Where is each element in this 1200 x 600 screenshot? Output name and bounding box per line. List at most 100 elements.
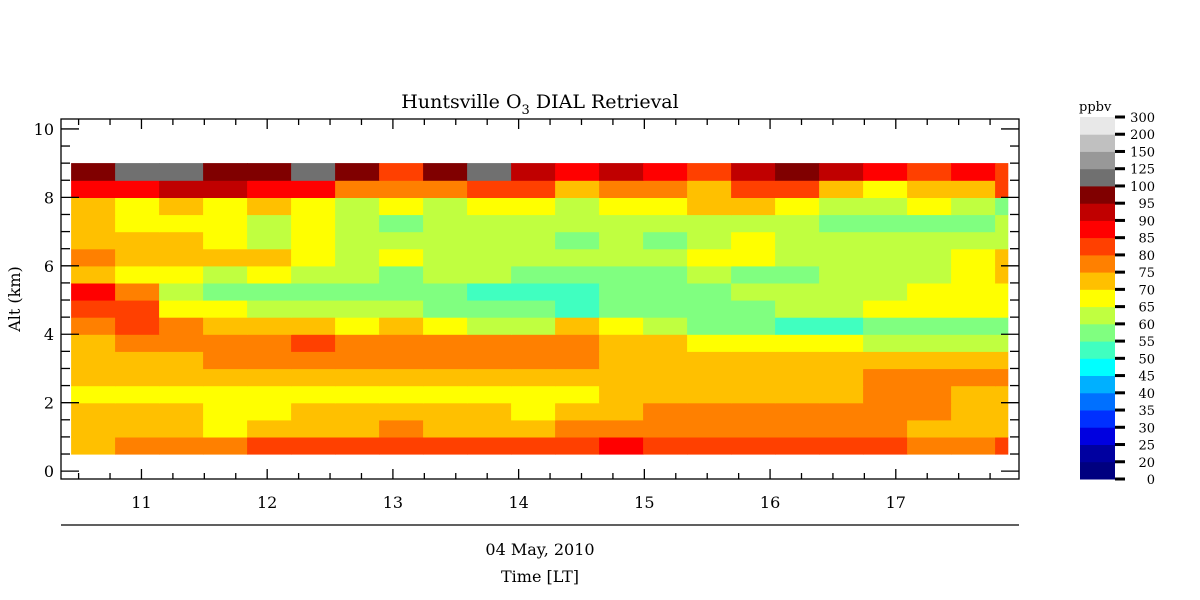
heatmap-cell bbox=[951, 180, 996, 198]
heatmap-cell bbox=[907, 197, 952, 216]
colorbar-label: 65 bbox=[1138, 301, 1155, 316]
heatmap-cell bbox=[599, 248, 644, 267]
heatmap-cell bbox=[71, 180, 116, 198]
colorbar-label: 200 bbox=[1130, 128, 1155, 143]
heatmap-cell bbox=[775, 197, 820, 216]
heatmap-cell bbox=[115, 385, 160, 404]
heatmap-cell bbox=[555, 282, 600, 301]
colorbar-label: 35 bbox=[1138, 404, 1155, 419]
heatmap-cell bbox=[819, 402, 864, 421]
colorbar-label: 150 bbox=[1130, 145, 1155, 160]
heatmap-cell bbox=[71, 197, 116, 216]
heatmap-cell bbox=[291, 163, 336, 181]
heatmap-cell bbox=[159, 419, 204, 438]
heatmap-cell bbox=[511, 231, 556, 250]
colorbar-swatch bbox=[1080, 203, 1115, 221]
heatmap-cell bbox=[335, 163, 380, 181]
heatmap-cell bbox=[71, 163, 116, 181]
heatmap-cell bbox=[555, 265, 600, 284]
heatmap-cell bbox=[335, 402, 380, 421]
heatmap-cell bbox=[643, 385, 688, 404]
colorbar-label: 40 bbox=[1138, 387, 1155, 402]
heatmap-cell bbox=[71, 214, 116, 233]
heatmap-cell bbox=[335, 385, 380, 404]
heatmap-cell bbox=[687, 214, 732, 233]
colorbar-swatch bbox=[1080, 168, 1115, 187]
heatmap-cell bbox=[907, 180, 952, 198]
heatmap-cell bbox=[863, 214, 908, 233]
heatmap-cell bbox=[71, 351, 116, 370]
heatmap-cell bbox=[71, 231, 116, 250]
heatmap-cell bbox=[643, 419, 688, 438]
colorbar-label: 125 bbox=[1130, 163, 1155, 178]
heatmap-cell bbox=[731, 300, 776, 318]
heatmap-cell bbox=[907, 265, 952, 284]
heatmap-cell bbox=[379, 368, 424, 387]
heatmap-cell bbox=[467, 180, 512, 198]
heatmap-cell bbox=[907, 385, 952, 404]
colorbar-swatch bbox=[1080, 186, 1115, 204]
heatmap-cell bbox=[71, 385, 116, 404]
heatmap-cell bbox=[379, 436, 424, 455]
heatmap-cell bbox=[907, 248, 952, 267]
plot-frame bbox=[60, 118, 1020, 480]
heatmap-cell bbox=[819, 282, 864, 301]
heatmap-cell bbox=[379, 317, 424, 335]
heatmap-cell bbox=[379, 385, 424, 404]
heatmap-cell bbox=[159, 317, 204, 335]
heatmap-cell bbox=[379, 180, 424, 198]
x-tick-label: 17 bbox=[886, 493, 906, 512]
heatmap-cell bbox=[291, 248, 336, 267]
heatmap-cell bbox=[159, 368, 204, 387]
heatmap-cell bbox=[423, 282, 468, 301]
heatmap-cell bbox=[159, 385, 204, 404]
heatmap-cell bbox=[907, 402, 952, 421]
heatmap-cell bbox=[687, 317, 732, 335]
colorbar-label: 80 bbox=[1138, 249, 1155, 264]
heatmap-cell bbox=[731, 265, 776, 284]
heatmap-cell bbox=[863, 436, 908, 455]
heatmap-cell bbox=[511, 197, 556, 216]
heatmap-cell bbox=[247, 368, 292, 387]
heatmap-cell bbox=[511, 300, 556, 318]
heatmap-cell bbox=[907, 282, 952, 301]
heatmap-cell bbox=[335, 334, 380, 352]
heatmap-cell bbox=[291, 334, 336, 352]
heatmap-cell bbox=[159, 214, 204, 233]
heatmap-cell bbox=[731, 231, 776, 250]
heatmap-cell bbox=[863, 385, 908, 404]
heatmap-cell bbox=[159, 351, 204, 370]
heatmap-cell bbox=[379, 248, 424, 267]
heatmap-cell bbox=[203, 317, 248, 335]
heatmap-cell bbox=[511, 282, 556, 301]
heatmap-cell bbox=[467, 300, 512, 318]
heatmap-cell bbox=[819, 334, 864, 352]
heatmap-cell bbox=[775, 351, 820, 370]
heatmap-cell bbox=[995, 197, 1009, 216]
heatmap-cell bbox=[863, 265, 908, 284]
heatmap-cell bbox=[775, 163, 820, 181]
colorbar-label: 55 bbox=[1138, 335, 1155, 350]
heatmap-cell bbox=[379, 197, 424, 216]
heatmap-cell bbox=[423, 334, 468, 352]
heatmap-cell bbox=[247, 436, 292, 455]
heatmap-cell bbox=[863, 163, 908, 181]
heatmap-cell bbox=[467, 282, 512, 301]
heatmap-cell bbox=[951, 248, 996, 267]
heatmap-cell bbox=[819, 248, 864, 267]
heatmap-cell bbox=[731, 402, 776, 421]
heatmap-cell bbox=[467, 231, 512, 250]
heatmap-cell bbox=[335, 368, 380, 387]
heatmap-cell bbox=[379, 282, 424, 301]
heatmap-cell bbox=[687, 300, 732, 318]
heatmap-cell bbox=[907, 214, 952, 233]
heatmap-cell bbox=[115, 265, 160, 284]
heatmap-cell bbox=[731, 163, 776, 181]
heatmap-cell bbox=[775, 317, 820, 335]
heatmap-cell bbox=[203, 419, 248, 438]
heatmap-cell bbox=[599, 368, 644, 387]
heatmap-cell bbox=[863, 368, 908, 387]
heatmap-cell bbox=[423, 368, 468, 387]
colorbar-label: 50 bbox=[1138, 352, 1155, 367]
